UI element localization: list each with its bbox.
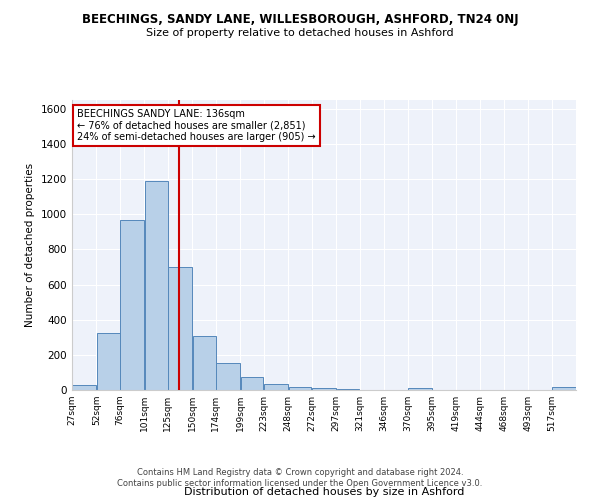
Bar: [193, 336, 215, 390]
Bar: [168, 267, 192, 390]
Text: Size of property relative to detached houses in Ashford: Size of property relative to detached ho…: [146, 28, 454, 38]
Bar: [97, 333, 119, 390]
Text: BEECHINGS, SANDY LANE, WILLESBOROUGH, ASHFORD, TN24 0NJ: BEECHINGS, SANDY LANE, WILLESBOROUGH, AS…: [82, 12, 518, 26]
Bar: [264, 384, 288, 390]
Bar: [241, 377, 263, 390]
Bar: [216, 363, 240, 390]
Y-axis label: Number of detached properties: Number of detached properties: [25, 163, 35, 327]
Bar: [121, 220, 144, 390]
Text: BEECHINGS SANDY LANE: 136sqm
← 76% of detached houses are smaller (2,851)
24% of: BEECHINGS SANDY LANE: 136sqm ← 76% of de…: [77, 108, 316, 142]
Bar: [73, 384, 96, 390]
Bar: [289, 388, 311, 390]
Bar: [145, 181, 167, 390]
Bar: [312, 388, 336, 390]
Bar: [408, 388, 432, 390]
Text: Contains HM Land Registry data © Crown copyright and database right 2024.
Contai: Contains HM Land Registry data © Crown c…: [118, 468, 482, 487]
Bar: [552, 388, 575, 390]
X-axis label: Distribution of detached houses by size in Ashford: Distribution of detached houses by size …: [184, 487, 464, 497]
Bar: [337, 389, 359, 390]
